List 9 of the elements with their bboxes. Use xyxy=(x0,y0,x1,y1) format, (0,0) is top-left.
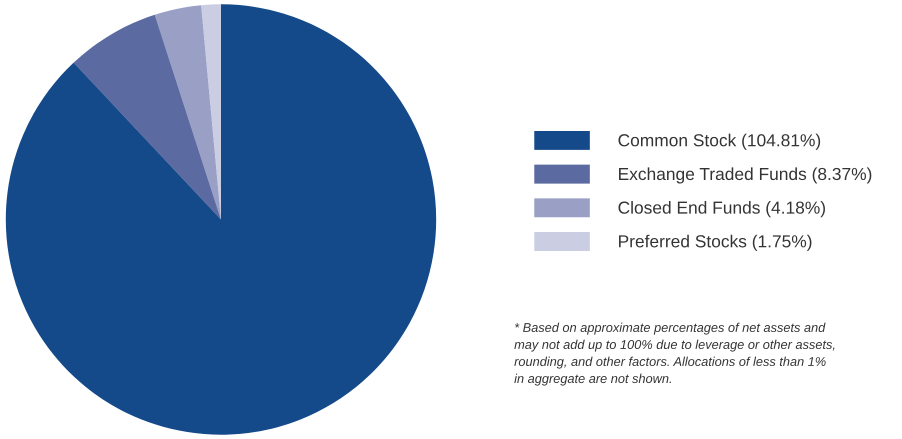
pie-slice xyxy=(6,4,436,435)
text: * Based on approximate percentages of net assets and may not add up to 100% due to leverage or other assets, rounding, and other factors. Allocations of less than 1% in aggregate are not shown. xyxy=(514,322,834,386)
pie-slice xyxy=(74,14,221,220)
legend-label: Preferred Stocks (1.75%) xyxy=(619,234,812,251)
legend-label: Common Stock (104.81%) xyxy=(618,134,820,150)
pie-slice xyxy=(201,4,221,220)
legend-label: Exchange Traded Funds (8.37%) xyxy=(619,167,872,184)
legend-label: Closed End Funds (4.18%) xyxy=(618,201,825,218)
pie-slice xyxy=(154,5,221,220)
